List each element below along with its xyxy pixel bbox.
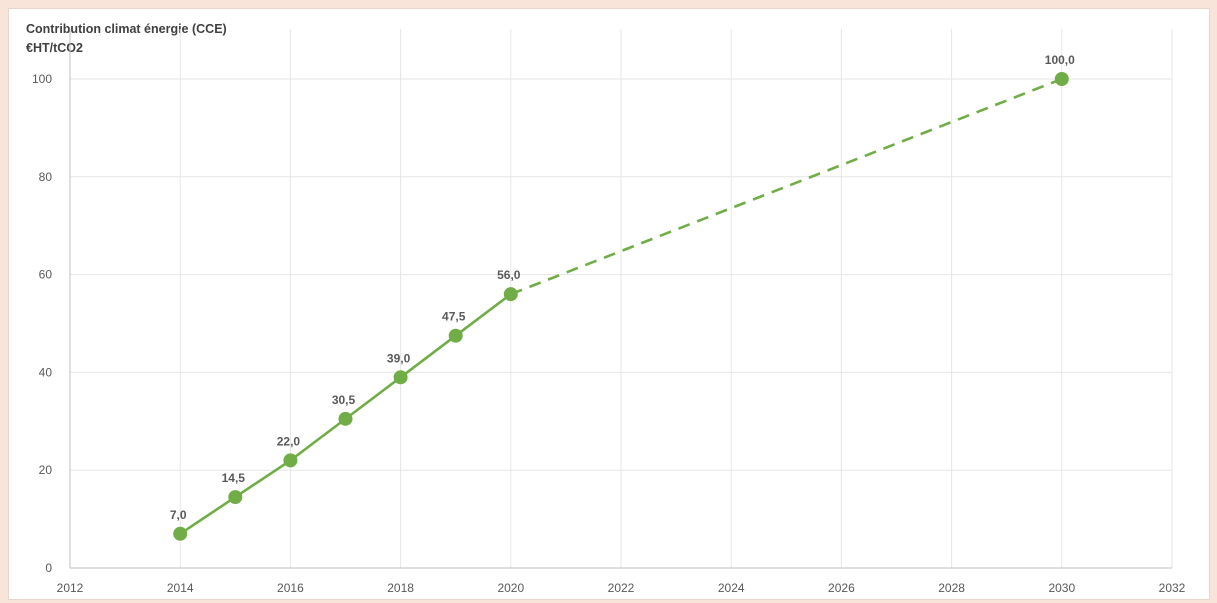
y-tick-label: 80 (39, 170, 53, 184)
y-tick-label: 0 (45, 561, 52, 575)
y-tick-label: 100 (32, 72, 52, 86)
data-label: 22,0 (277, 434, 301, 448)
projection-line (510, 77, 1063, 296)
data-point (228, 490, 243, 505)
x-tick-label: 2032 (1159, 581, 1186, 595)
chart-title: Contribution climat énergie (CCE) €HT/tC… (26, 20, 227, 58)
x-tick-label: 2026 (828, 581, 855, 595)
data-label: 100,0 (1045, 53, 1075, 67)
data-label: 14,5 (222, 471, 246, 485)
y-tick-label: 40 (39, 365, 53, 379)
chart-title-line1: Contribution climat énergie (CCE) (26, 22, 227, 36)
data-point (283, 453, 298, 468)
x-tick-label: 2024 (718, 581, 745, 595)
chart-frame (8, 8, 1210, 600)
x-tick-label: 2016 (277, 581, 304, 595)
y-tick-label: 60 (39, 268, 53, 282)
data-point (448, 328, 463, 343)
x-tick-label: 2018 (387, 581, 414, 595)
y-tick-label: 20 (39, 463, 53, 477)
data-point (393, 370, 408, 385)
x-tick-label: 2012 (57, 581, 84, 595)
data-label: 56,0 (497, 268, 521, 282)
x-tick-label: 2020 (497, 581, 524, 595)
data-point (1054, 72, 1069, 86)
x-tick-label: 2030 (1048, 581, 1075, 595)
data-label: 47,5 (442, 310, 466, 324)
data-label: 39,0 (387, 351, 411, 365)
data-point (173, 526, 188, 541)
x-tick-label: 2022 (608, 581, 635, 595)
data-point (503, 287, 518, 302)
chart-title-line2: €HT/tCO2 (26, 41, 83, 55)
data-label: 7,0 (170, 508, 187, 522)
data-label: 30,5 (332, 393, 356, 407)
x-tick-label: 2014 (167, 581, 194, 595)
data-point (338, 411, 353, 426)
x-tick-label: 2028 (938, 581, 965, 595)
